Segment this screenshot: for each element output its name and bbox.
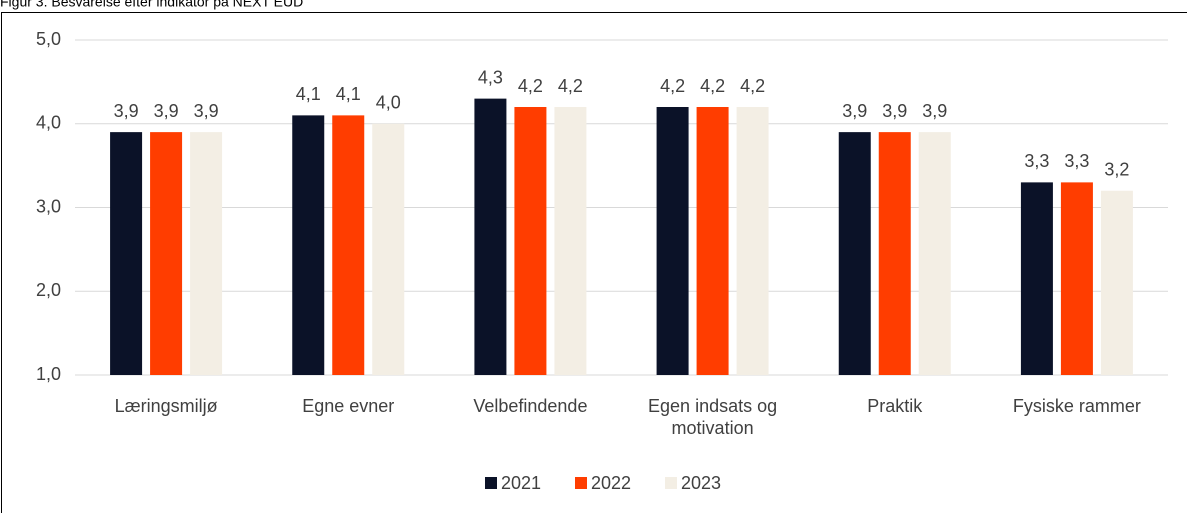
legend-swatch (485, 477, 497, 489)
bar (656, 107, 689, 375)
data-label: 3,3 (1064, 151, 1089, 171)
legend-label: 2021 (501, 473, 541, 493)
legend-label: 2023 (681, 473, 721, 493)
legend-label: 2022 (591, 473, 631, 493)
data-label: 4,2 (558, 76, 583, 96)
x-tick-label: Praktik (867, 396, 923, 416)
data-label: 3,9 (154, 101, 179, 121)
bar (918, 132, 951, 375)
x-tick-label: Egen indsats og motivation (648, 396, 778, 438)
data-label: 3,9 (842, 101, 867, 121)
bar (1020, 182, 1053, 375)
bar (332, 115, 365, 375)
data-label: 3,9 (922, 101, 947, 121)
y-tick-label: 4,0 (36, 113, 61, 133)
legend-swatch (575, 477, 587, 489)
x-tick-label: Velbefindende (473, 396, 588, 416)
data-label: 3,9 (882, 101, 907, 121)
y-tick-label: 1,0 (36, 364, 61, 384)
bar (292, 115, 325, 375)
bar (736, 107, 769, 375)
y-tick-label: 2,0 (36, 280, 61, 300)
bar (554, 107, 587, 375)
data-label: 4,2 (700, 76, 725, 96)
legend-swatch (665, 477, 677, 489)
bar (150, 132, 183, 375)
data-label: 4,1 (296, 84, 321, 104)
data-label: 4,0 (376, 93, 401, 113)
bar (110, 132, 143, 375)
bar (696, 107, 729, 375)
y-tick-label: 3,0 (36, 196, 61, 216)
bar (514, 107, 547, 375)
bar (878, 132, 911, 375)
y-tick-label: 5,0 (36, 29, 61, 49)
x-tick-label: Fysiske rammer (1012, 396, 1141, 416)
data-label: 3,3 (1024, 151, 1049, 171)
x-tick-label: Egne evner (302, 396, 395, 416)
x-tick-label: Læringsmiljø (114, 396, 218, 416)
bar (190, 132, 223, 375)
data-label: 4,3 (478, 67, 503, 87)
data-label: 4,2 (518, 76, 543, 96)
bar (1100, 190, 1133, 375)
data-label: 4,2 (660, 76, 685, 96)
bar (372, 123, 405, 375)
data-label: 4,2 (740, 76, 765, 96)
data-label: 3,2 (1104, 160, 1129, 180)
data-label: 3,9 (194, 101, 219, 121)
bar (838, 132, 871, 375)
chart-title: Figur 3. Besvarelse efter indikator på N… (0, 0, 303, 10)
bar (474, 98, 507, 375)
chart-border (1, 12, 1187, 513)
data-label: 3,9 (114, 101, 139, 121)
bar (1060, 182, 1093, 375)
data-label: 4,1 (336, 84, 361, 104)
